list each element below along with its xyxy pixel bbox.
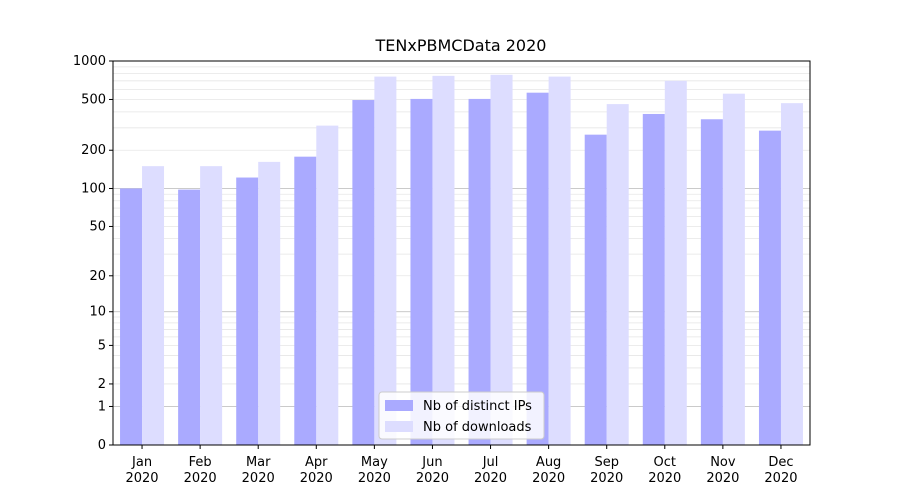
y-tick-label: 20 [89,269,106,284]
bar-distinct-ips [120,188,143,445]
y-tick-label: 1000 [73,54,106,69]
legend-box [378,391,545,440]
bar-downloads [548,76,571,446]
y-tick-label: 0 [98,438,106,453]
y-tick-label: 200 [81,143,106,158]
x-tick-label-month: Dec [768,455,793,470]
bar-distinct-ips [236,177,259,445]
bar-downloads [606,104,629,445]
x-tick-label-month: Mar [246,455,271,470]
x-tick-label-month: Nov [710,455,736,470]
grid-lines [113,60,810,407]
bar-downloads [374,76,397,446]
legend-label-downloads: Nb of downloads [423,420,532,435]
axes: 01251020501002005001000Jan2020Feb2020Mar… [73,54,811,486]
bar-distinct-ips [758,130,781,446]
y-tick-label: 1 [98,399,106,414]
x-tick-label-month: Jun [421,455,442,470]
x-tick-label-year: 2020 [300,471,333,486]
x-tick-label-month: Oct [654,455,676,470]
y-tick-label: 500 [81,92,106,107]
x-tick-label-month: Aug [536,455,561,470]
x-tick-label-year: 2020 [590,471,623,486]
bar-distinct-ips [294,156,317,446]
x-tick-label-month: Apr [305,455,328,470]
bar-distinct-ips [352,100,375,445]
x-tick-label-year: 2020 [184,471,217,486]
bar-distinct-ips [468,98,491,445]
bar-distinct-ips [642,113,665,445]
y-tick-label: 50 [89,219,106,234]
bar-distinct-ips [584,134,607,446]
bar-downloads [258,161,281,445]
bar-distinct-ips [178,189,201,445]
legend-label-distinct-ips: Nb of distinct IPs [423,399,532,414]
x-tick-label-year: 2020 [242,471,275,486]
x-tick-label-month: May [361,455,388,470]
chart-title: TENxPBMCData 2020 [375,36,547,55]
x-tick-label-year: 2020 [474,471,507,486]
bar-downloads [316,125,339,445]
y-tick-label: 2 [98,377,106,392]
legend-swatch-downloads [385,421,413,432]
plot-frame [112,60,811,446]
x-tick-label-year: 2020 [764,471,797,486]
bars [120,74,803,446]
bar-distinct-ips [526,92,549,445]
bar-distinct-ips [410,98,433,445]
bar-downloads [780,103,803,445]
y-tick-label: 10 [89,305,106,320]
bar-distinct-ips [700,119,723,445]
y-tick-label: 100 [81,181,106,196]
bar-downloads [432,75,455,445]
x-tick-label-year: 2020 [416,471,449,486]
legend-swatch-distinct-ips [385,400,413,411]
x-tick-label-month: Jul [482,455,499,470]
x-tick-label-year: 2020 [358,471,391,486]
x-tick-label-year: 2020 [706,471,739,486]
y-tick-label: 5 [98,338,106,353]
legend: Nb of distinct IPs Nb of downloads [378,391,545,440]
x-tick-label-month: Feb [189,455,212,470]
bar-downloads [664,80,687,446]
x-tick-label-year: 2020 [648,471,681,486]
bar-downloads [142,166,165,446]
x-tick-label-month: Jan [131,455,152,470]
x-tick-label-year: 2020 [125,471,158,486]
x-tick-label-year: 2020 [532,471,565,486]
bar-downloads [200,166,223,446]
x-tick-label-month: Sep [594,455,619,470]
bar-downloads [722,93,745,445]
bar-downloads [490,74,513,445]
